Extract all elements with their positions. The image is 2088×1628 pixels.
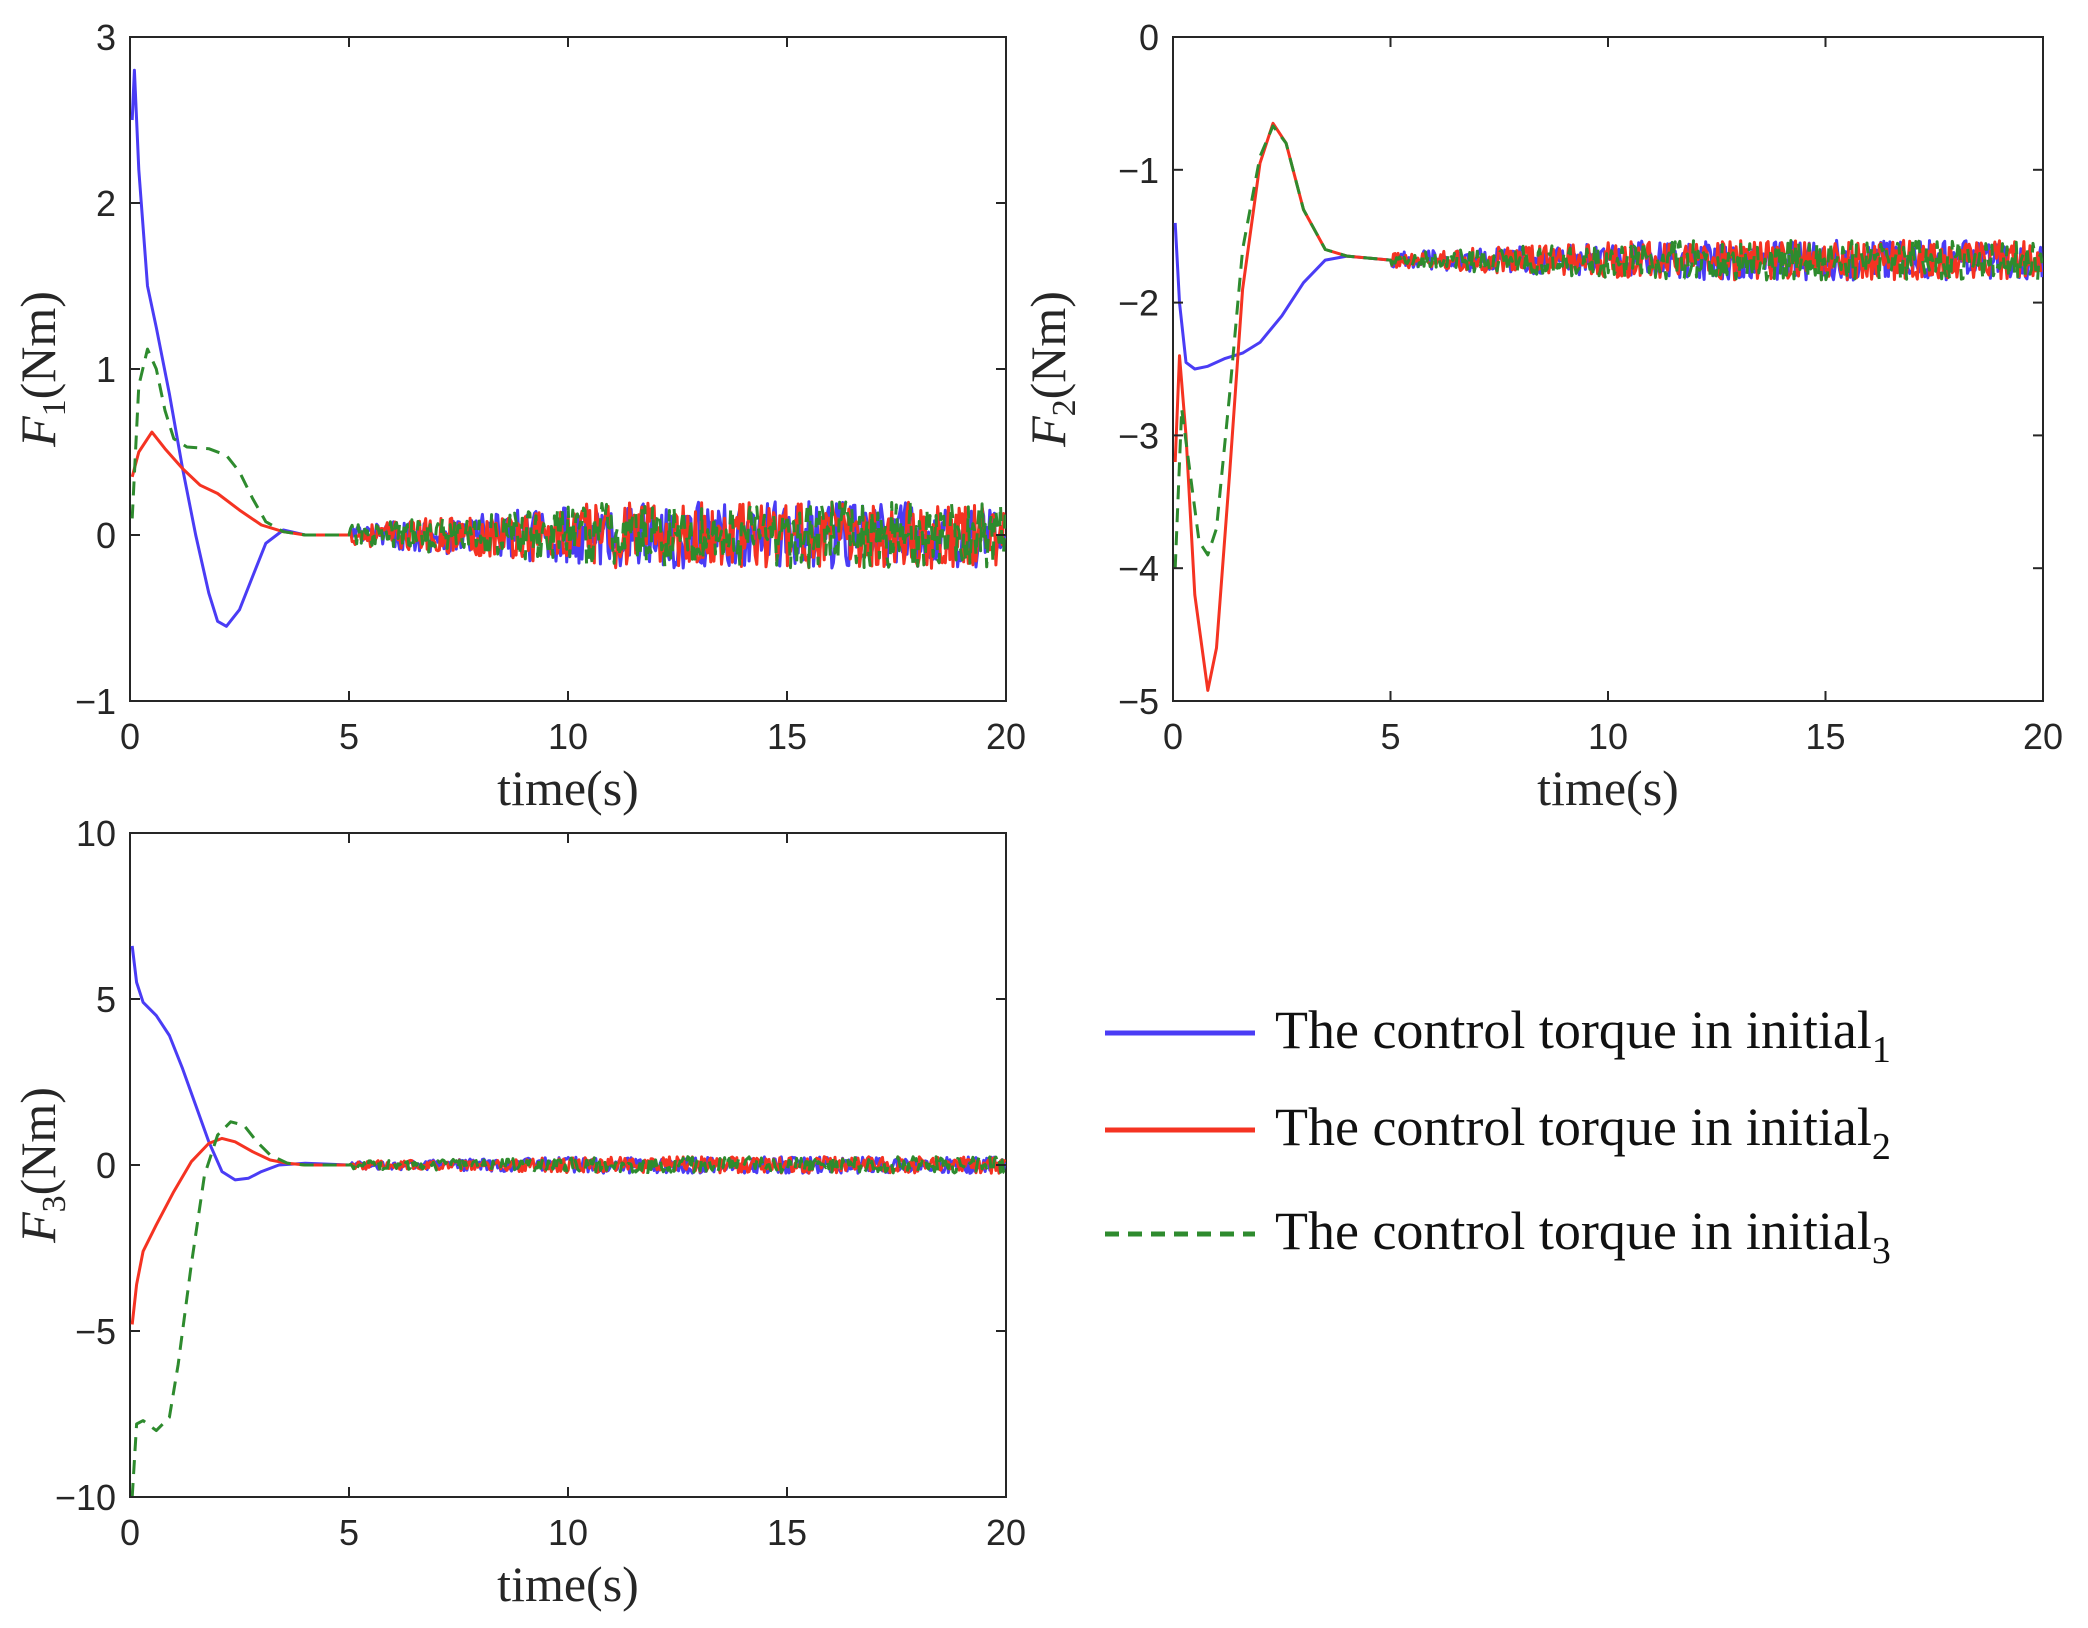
x-axis-label-f1: time(s) <box>497 760 639 816</box>
legend-entry-2: The control torque in initial2 <box>1105 1097 1891 1168</box>
panel-f3: 0 5 10 15 20 −10 −5 0 5 10 time(s) F3(Nm) <box>10 813 1026 1612</box>
x-tick-label-3-3: 15 <box>767 1512 807 1553</box>
x-tick-label-3-4: 20 <box>986 1512 1026 1553</box>
y-axis-symbol-f3: F <box>10 1212 66 1244</box>
x-tick-label-2-3: 15 <box>1805 716 1845 757</box>
y-tick-label-1-4: 3 <box>96 17 116 58</box>
x-tick-label-3-0: 0 <box>120 1512 140 1553</box>
x-tick-label-2-2: 10 <box>1588 716 1628 757</box>
y-tick-label-1-0: −1 <box>75 681 116 722</box>
plot-area-f2 <box>1172 36 2044 702</box>
legend-sub-3: 3 <box>1872 1230 1891 1272</box>
legend-entry-3: The control torque in initial3 <box>1105 1201 1891 1272</box>
y-tick-label-3-4: 10 <box>76 813 116 854</box>
x-tick-label-1-0: 0 <box>120 716 140 757</box>
plot-area-f1 <box>129 36 1007 702</box>
series-line-1-initial3 <box>130 347 1006 570</box>
y-axis-sub-f2: 2 <box>1046 399 1083 416</box>
legend-label-1: The control torque in initial <box>1275 1000 1872 1060</box>
y-tick-label-1-1: 0 <box>96 515 116 556</box>
y-tick-label-2-5: 0 <box>1139 17 1159 58</box>
y-tick-label-1-3: 2 <box>96 183 116 224</box>
y-axis-unit-f2: (Nm) <box>1020 291 1076 399</box>
svg-text:The control torque in initial3: The control torque in initial3 <box>1275 1201 1891 1272</box>
legend-sub-1: 1 <box>1872 1029 1891 1071</box>
svg-text:The control torque in initial1: The control torque in initial1 <box>1275 1000 1891 1071</box>
y-tick-label-3-2: 0 <box>96 1145 116 1186</box>
legend: The control torque in initial1 The contr… <box>1105 1000 1891 1272</box>
series-line-2-initial3 <box>1173 124 2043 569</box>
y-axis-sub-f1: 1 <box>36 399 73 416</box>
ticks-f3: 0 5 10 15 20 −10 −5 0 5 10 <box>55 813 1026 1553</box>
y-tick-label-2-0: −5 <box>1118 681 1159 722</box>
x-axis-label-f3: time(s) <box>497 1556 639 1612</box>
y-tick-label-1-2: 1 <box>96 349 116 390</box>
y-axis-label-f1: F1(Nm) <box>10 291 73 448</box>
legend-sub-2: 2 <box>1872 1126 1891 1168</box>
y-axis-label-f2: F2(Nm) <box>1020 291 1083 448</box>
series-layer-f1 <box>130 68 1006 628</box>
y-tick-label-3-0: −10 <box>55 1477 116 1518</box>
y-tick-label-2-4: −1 <box>1118 150 1159 191</box>
legend-label-2: The control torque in initial <box>1275 1097 1872 1157</box>
x-tick-label-1-3: 15 <box>767 716 807 757</box>
x-tick-label-1-1: 5 <box>339 716 359 757</box>
x-axis-label-f2: time(s) <box>1537 760 1679 816</box>
y-axis-sub-f3: 3 <box>36 1195 73 1212</box>
x-tick-label-3-1: 5 <box>339 1512 359 1553</box>
y-axis-unit-f3: (Nm) <box>10 1087 66 1195</box>
y-tick-label-2-2: −3 <box>1118 415 1159 456</box>
legend-entry-1: The control torque in initial1 <box>1105 1000 1891 1071</box>
series-line-3-initial1 <box>130 945 1006 1182</box>
y-tick-label-3-1: −5 <box>75 1311 116 1352</box>
series-line-3-initial3 <box>130 1120 1006 1497</box>
series-layer-f2 <box>1173 121 2043 692</box>
series-layer-f3 <box>130 945 1006 1497</box>
panel-f2: 0 5 10 15 20 −5 −4 −3 −2 −1 0 time(s) F2(Nm) <box>1020 17 2063 816</box>
legend-label-3: The control torque in initial <box>1275 1201 1872 1261</box>
svg-text:The control torque in initial2: The control torque in initial2 <box>1275 1097 1891 1168</box>
y-axis-unit-f1: (Nm) <box>10 291 66 399</box>
x-tick-label-3-2: 10 <box>548 1512 588 1553</box>
x-tick-label-2-4: 20 <box>2023 716 2063 757</box>
series-line-2-initial2 <box>1173 121 2043 692</box>
ticks-f2: 0 5 10 15 20 −5 −4 −3 −2 −1 0 <box>1118 17 2063 757</box>
x-tick-label-1-2: 10 <box>548 716 588 757</box>
x-tick-label-1-4: 20 <box>986 716 1026 757</box>
y-tick-label-3-3: 5 <box>96 979 116 1020</box>
y-axis-label-f3: F3(Nm) <box>10 1087 73 1244</box>
x-tick-label-2-0: 0 <box>1163 716 1183 757</box>
y-axis-symbol-f1: F <box>10 416 66 448</box>
x-tick-label-2-1: 5 <box>1380 716 1400 757</box>
y-axis-symbol-f2: F <box>1020 416 1076 448</box>
y-tick-label-2-1: −4 <box>1118 548 1159 589</box>
y-tick-label-2-3: −2 <box>1118 283 1159 324</box>
